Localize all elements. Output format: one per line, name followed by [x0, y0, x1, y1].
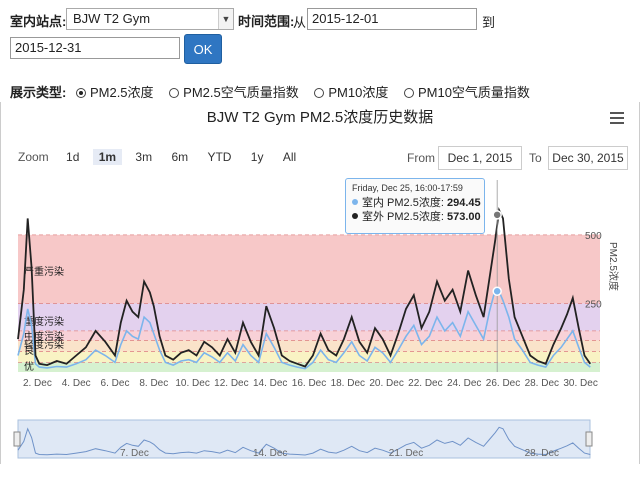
x-tick-label: 20. Dec	[369, 378, 403, 389]
tooltip-indoor-row: 室内 PM2.5浓度: 294.45	[352, 196, 481, 210]
tooltip-outdoor-value: 573.00	[446, 211, 481, 223]
x-tick-label: 2. Dec	[23, 378, 52, 389]
radio-pm10-aqi[interactable]: PM10空气质量指数	[403, 82, 530, 101]
y-tick-label: 250	[585, 299, 602, 310]
tooltip-outdoor-row: 室外 PM2.5浓度: 573.00	[352, 210, 481, 224]
radio-icon[interactable]	[403, 88, 414, 98]
band-3	[18, 340, 600, 352]
tooltip: Friday, Dec 25, 16:00-17:59 室内 PM2.5浓度: …	[345, 178, 485, 234]
band-4	[18, 351, 600, 363]
station-select[interactable]: BJW T2 Gym ▼	[66, 8, 234, 30]
x-tick-label: 26. Dec	[486, 378, 520, 389]
radio-checked-icon[interactable]	[75, 88, 86, 98]
station-label: 室内站点:	[10, 14, 67, 29]
from-label: 从	[293, 15, 307, 30]
indoor-dot-icon	[352, 199, 358, 205]
zoom-all-button[interactable]: All	[282, 150, 297, 164]
navigator-label: 21. Dec	[389, 448, 423, 459]
zoom-3m-button[interactable]: 3m	[135, 150, 153, 164]
x-tick-label: 16. Dec	[292, 378, 326, 389]
start-date-input[interactable]: 2015-12-01	[307, 8, 477, 30]
time-range-label: 时间范围:	[238, 14, 295, 29]
range-from-label: From	[407, 151, 435, 165]
x-tick-label: 8. Dec	[139, 378, 168, 389]
display-type-row: 展示类型: PM2.5浓度 PM2.5空气质量指数 PM10浓度 PM10空气质…	[10, 82, 542, 100]
chart-title: BJW T2 Gym PM2.5浓度历史数据	[206, 109, 434, 126]
zoom-row: Zoom 1d 1m 3m 6m YTD 1y All	[18, 149, 306, 167]
station-value: BJW T2 Gym	[73, 11, 151, 26]
tooltip-time: Friday, Dec 25, 16:00-17:59	[352, 183, 463, 193]
radio-icon[interactable]	[314, 88, 325, 98]
chevron-down-icon[interactable]: ▼	[218, 9, 233, 29]
zoom-1m-button[interactable]: 1m	[92, 149, 123, 165]
x-tick-label: 30. Dec	[563, 378, 597, 389]
zoom-6m-button[interactable]: 6m	[171, 150, 189, 164]
radio-icon[interactable]	[169, 88, 180, 98]
series-line	[17, 288, 591, 370]
zoom-label: Zoom	[18, 150, 49, 164]
tooltip-indoor-label: 室内 PM2.5浓度:	[362, 197, 444, 209]
radio-pm10-conc[interactable]: PM10浓度	[314, 82, 388, 101]
navigator-label: 28. Dec	[525, 448, 559, 459]
x-tick-label: 22. Dec	[408, 378, 442, 389]
band-1	[18, 303, 600, 331]
y-axis-label: PM2.5浓度	[607, 242, 620, 291]
radio-pm25-aqi[interactable]: PM2.5空气质量指数	[169, 82, 299, 101]
indoor-point	[492, 286, 502, 296]
band-5	[18, 362, 600, 372]
radio-label: PM2.5浓度	[89, 85, 154, 100]
range-from-input[interactable]: Dec 1, 2015	[438, 146, 522, 170]
station-row: 室内站点: BJW T2 Gym ▼ 时间范围: 从 2015-12-01 到	[0, 8, 640, 32]
x-tick-label: 6. Dec	[101, 378, 130, 389]
band-label: 良	[24, 344, 34, 357]
to-label: 到	[482, 15, 496, 30]
end-date-input[interactable]: 2015-12-31	[10, 37, 180, 59]
y-tick-label: 500	[585, 231, 602, 242]
navigator-label: 7. Dec	[120, 448, 149, 459]
band-0	[18, 234, 600, 304]
radio-label: PM10浓度	[328, 85, 389, 100]
zoom-ytd-button[interactable]: YTD	[207, 150, 232, 164]
navigator-handle-right[interactable]	[585, 431, 593, 447]
navigator-line	[17, 426, 591, 456]
band-2	[18, 330, 600, 341]
range-to-label: To	[529, 151, 542, 165]
outdoor-point	[492, 210, 502, 220]
x-tick-label: 12. Dec	[214, 378, 248, 389]
band-label: 优	[24, 360, 34, 373]
display-type-label: 展示类型:	[10, 85, 67, 100]
x-tick-label: 28. Dec	[525, 378, 559, 389]
zoom-1y-button[interactable]: 1y	[250, 150, 264, 164]
x-tick-label: 4. Dec	[62, 378, 91, 389]
tooltip-indoor-value: 294.45	[446, 197, 481, 209]
menu-icon[interactable]	[610, 112, 624, 126]
navigator-window[interactable]	[17, 419, 591, 459]
outdoor-dot-icon	[352, 213, 358, 219]
x-tick-label: 24. Dec	[447, 378, 481, 389]
radio-label: PM10空气质量指数	[417, 85, 530, 100]
x-tick-label: 14. Dec	[253, 378, 287, 389]
radio-pm25-conc[interactable]: PM2.5浓度	[75, 82, 154, 101]
tooltip-outdoor-label: 室外 PM2.5浓度:	[362, 211, 444, 223]
navigator-label: 14. Dec	[253, 448, 287, 459]
navigator-handle-left[interactable]	[13, 431, 21, 447]
range-to-input[interactable]: Dec 30, 2015	[548, 146, 628, 170]
radio-label: PM2.5空气质量指数	[183, 85, 299, 100]
x-tick-label: 10. Dec	[175, 378, 209, 389]
x-tick-label: 18. Dec	[331, 378, 365, 389]
zoom-1d-button[interactable]: 1d	[66, 150, 80, 164]
band-label: 严重污染	[24, 265, 64, 278]
ok-button[interactable]: OK	[184, 34, 222, 64]
